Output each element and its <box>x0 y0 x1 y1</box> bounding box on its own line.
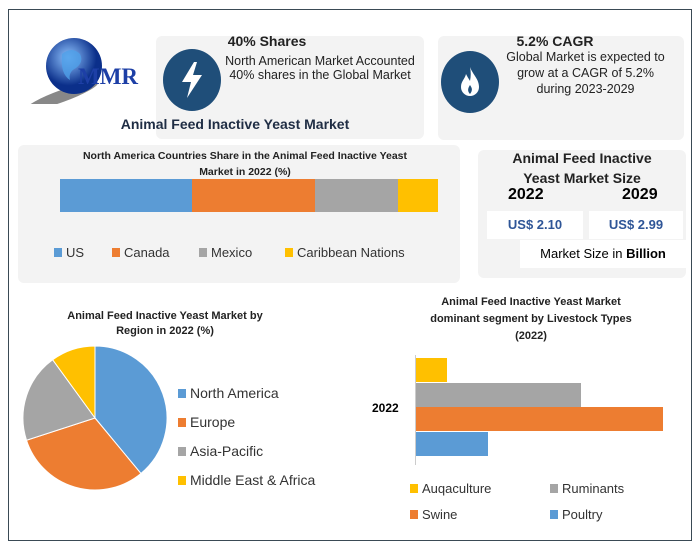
legend-europe: Europe <box>178 414 235 430</box>
y-axis-label: 2022 <box>372 401 399 415</box>
bar-auqaculture <box>416 358 447 382</box>
country-chart-title: North America Countries Share in the Ani… <box>82 150 408 162</box>
market-size-title-2: Yeast Market Size <box>523 170 641 186</box>
footer-text: Market Size in <box>540 246 627 261</box>
legend-asia-pacific: Asia-Pacific <box>178 443 263 459</box>
legend-label: Poultry <box>562 507 603 522</box>
market-size-footer: Market Size in Billion <box>520 240 686 268</box>
shares-text-2: 40% shares in the Global Market <box>229 68 411 82</box>
bar-ruminants <box>416 382 581 407</box>
year-2029: 2029 <box>622 186 658 203</box>
legend-us: US <box>54 245 84 260</box>
legend-mexico: Mexico <box>199 245 252 260</box>
cagr-title: 5.2% CAGR <box>516 33 594 49</box>
frame-border <box>8 9 692 541</box>
bar-segment-caribbean-nations <box>398 179 438 212</box>
year-2022: 2022 <box>508 186 544 203</box>
legend-canada: Canada <box>112 245 170 260</box>
bar-segment-us <box>60 179 193 212</box>
legend-label: Europe <box>190 414 236 430</box>
pie-title: Animal Feed Inactive Yeast Market by <box>67 310 263 322</box>
value-2022: US$ 2.10 <box>487 211 583 239</box>
stacked-bar <box>60 179 438 212</box>
shares-title: 40% Shares <box>227 33 307 49</box>
globe-icon <box>26 38 102 111</box>
legend-ruminants: Ruminants <box>550 481 624 496</box>
logo-text: MMR <box>78 64 139 89</box>
legend-mea: Middle East & Africa <box>178 472 315 488</box>
legend-label: Canada <box>124 245 170 260</box>
main-title: Animal Feed Inactive Yeast Market <box>120 116 350 132</box>
legend-auqaculture: Auqaculture <box>410 481 491 496</box>
livestock-title: Animal Feed Inactive Yeast Market <box>441 296 621 308</box>
flame-icon <box>441 51 499 113</box>
legend-label: Mexico <box>211 245 253 260</box>
pie-slice-europe <box>25 417 142 491</box>
footer-unit: Billion <box>626 246 666 261</box>
bar-segment-canada <box>192 179 316 212</box>
legend-caribbean: Caribbean Nations <box>285 245 405 260</box>
legend-label: Ruminants <box>562 481 625 496</box>
legend-label: Asia-Pacific <box>190 443 264 459</box>
bar-poultry <box>416 431 489 456</box>
livestock-title-3: (2022) <box>515 330 547 342</box>
legend-label: Caribbean Nations <box>297 245 405 260</box>
legend-label: Middle East & Africa <box>190 472 316 488</box>
bar-segment-mexico <box>315 179 399 212</box>
legend-label: North America <box>190 385 279 401</box>
livestock-title-2: dominant segment by Livestock Types <box>430 313 632 325</box>
pie-slice-asia-pacific <box>22 359 96 441</box>
cagr-text-2: grow at a CAGR of 5.2% <box>517 66 654 80</box>
legend-poultry: Poultry <box>550 507 602 522</box>
legend-label: Auqaculture <box>422 481 492 496</box>
pie-slice-middle-east-africa <box>51 345 96 420</box>
cagr-text-3: during 2023-2029 <box>536 82 635 96</box>
region-pie-chart <box>22 345 168 491</box>
lightning-icon <box>163 49 221 111</box>
pie-slice-north-america <box>94 345 168 475</box>
shares-text: North American Market Accounted <box>225 54 415 68</box>
legend-label: Swine <box>422 507 458 522</box>
country-share-card <box>18 145 460 283</box>
value-2029: US$ 2.99 <box>589 211 683 239</box>
y-axis-line <box>415 355 416 465</box>
country-chart-title-2: Market in 2022 (%) <box>199 166 291 178</box>
legend-label: US <box>66 245 85 260</box>
pie-title-2: Region in 2022 (%) <box>116 325 214 337</box>
cagr-text: Global Market is expected to <box>506 50 665 64</box>
livestock-bars <box>416 358 666 458</box>
legend-north-america: North America <box>178 385 279 401</box>
legend-swine: Swine <box>410 507 457 522</box>
bar-swine <box>416 407 663 431</box>
market-size-title: Animal Feed Inactive <box>512 150 652 166</box>
mmr-logo: MMR <box>22 34 152 111</box>
